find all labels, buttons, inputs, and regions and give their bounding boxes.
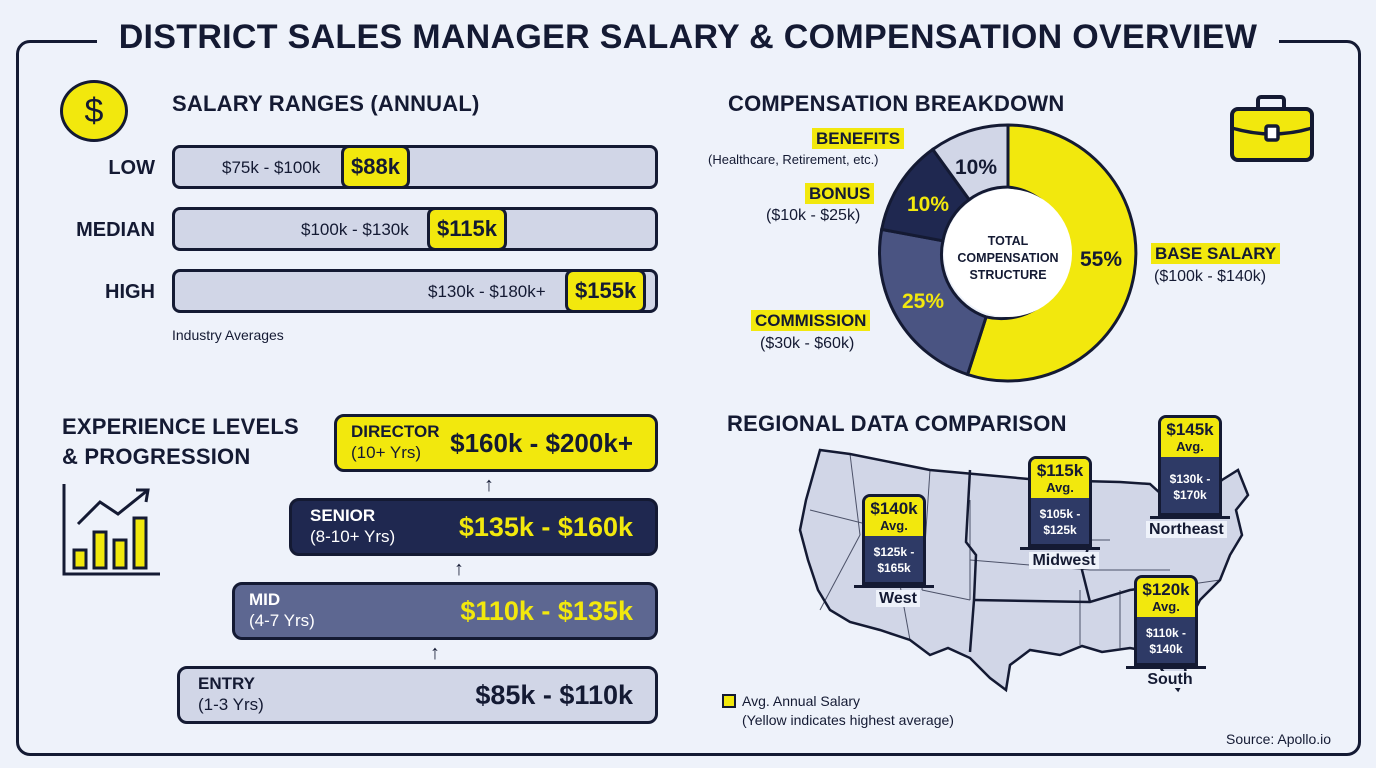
range-avg-low: $88k <box>341 145 410 189</box>
arrow-up-icon: ↑ <box>454 558 464 580</box>
northeast-avg: $145k <box>1166 420 1214 439</box>
bonus-label: BONUS <box>805 183 875 204</box>
south-name: South <box>1144 671 1196 688</box>
donut-center-label: TOTAL COMPENSATION STRUCTURE <box>946 233 1070 284</box>
title-wrap: DISTRICT SALES MANAGER SALARY & COMPENSA… <box>0 18 1376 57</box>
level-director-range: $160k - $200k+ <box>450 427 633 458</box>
center-line-3: STRUCTURE <box>969 268 1047 282</box>
region-west: $140k Avg. $125k - $165k West <box>854 494 934 608</box>
northeast-name: Northeast <box>1146 521 1227 538</box>
segment-commission <box>878 227 988 377</box>
level-entry-name: ENTRY <box>198 674 255 693</box>
base-salary-name: BASE SALARY <box>1151 243 1281 264</box>
level-senior-range: $135k - $160k <box>458 511 633 542</box>
legend-swatch <box>722 694 736 708</box>
level-director: DIRECTOR (10+ Yrs) $160k - $200k+ <box>334 414 658 472</box>
center-line-2: COMPENSATION <box>957 251 1059 265</box>
base-salary-detail: ($100k - $140k) <box>1154 268 1267 285</box>
pct-benefits: 10% <box>955 156 998 179</box>
region-south: $120k Avg. $110k - $140k South <box>1126 575 1206 689</box>
midwest-range-2: $125k <box>1043 523 1077 537</box>
range-avg-median: $115k <box>427 207 507 251</box>
experience-heading-line1: EXPERIENCE LEVELS <box>62 414 299 439</box>
compensation-heading: COMPENSATION BREAKDOWN <box>728 91 1065 116</box>
midwest-avg: $115k <box>1036 461 1084 480</box>
experience-heading-line2: & PROGRESSION <box>62 444 251 469</box>
south-range-1: $110k - <box>1145 626 1187 640</box>
industry-note: Industry Averages <box>172 327 284 343</box>
legend-text: Avg. Annual Salary (Yellow indicates hig… <box>742 692 954 730</box>
south-avg-label: Avg. <box>1152 599 1180 614</box>
midwest-range-1: $105k - <box>1039 507 1081 521</box>
growth-chart-icon <box>60 480 164 585</box>
level-director-years: (10+ Yrs) <box>351 443 422 462</box>
range-bar-low <box>172 145 658 189</box>
legend-line-1: Avg. Annual Salary <box>742 693 861 709</box>
level-senior-years: (8-10+ Yrs) <box>310 527 396 546</box>
level-entry-range: $85k - $110k <box>475 679 633 710</box>
west-name: West <box>876 590 920 607</box>
arrow-up-icon: ↑ <box>430 642 440 664</box>
west-avg: $140k <box>870 499 918 518</box>
regional-heading: REGIONAL DATA COMPARISON <box>727 411 1067 436</box>
bonus-name: BONUS <box>805 183 875 204</box>
northeast-avg-label: Avg. <box>1176 439 1204 454</box>
legend-line-2: (Yellow indicates highest average) <box>742 712 954 728</box>
range-label-median: MEDIAN <box>76 219 155 241</box>
benefits-name: BENEFITS <box>812 128 905 149</box>
range-text-low: $75k - $100k <box>222 158 321 177</box>
segment-benefits <box>930 123 1010 202</box>
level-mid-name: MID <box>249 590 281 609</box>
commission-label: COMMISSION <box>751 310 871 331</box>
level-director-name: DIRECTOR <box>351 422 440 441</box>
west-avg-label: Avg. <box>880 518 908 533</box>
salary-ranges-heading: SALARY RANGES (ANNUAL) <box>172 91 480 116</box>
donut-chart <box>876 121 1140 390</box>
northeast-range-2: $170k <box>1173 488 1207 502</box>
midwest-avg-label: Avg. <box>1046 480 1074 495</box>
range-text-high: $130k - $180k+ <box>428 282 546 301</box>
source-text: Source: Apollo.io <box>1226 731 1332 747</box>
south-avg: $120k <box>1142 580 1190 599</box>
range-bar-median <box>172 207 658 251</box>
pct-bonus: 10% <box>907 193 950 216</box>
level-mid: MID (4-7 Yrs) $110k - $135k <box>232 582 658 640</box>
level-senior-name: SENIOR <box>310 506 376 525</box>
level-mid-years: (4-7 Yrs) <box>249 611 315 630</box>
experience-heading: EXPERIENCE LEVELS & PROGRESSION <box>62 412 299 472</box>
west-range-1: $125k - <box>873 545 915 559</box>
northeast-range-1: $130k - <box>1169 472 1211 486</box>
briefcase-icon <box>1228 94 1318 169</box>
dollar-icon: $ <box>60 80 128 142</box>
region-midwest: $115k Avg. $105k - $125k Midwest <box>1020 456 1100 570</box>
range-text-median: $100k - $130k <box>301 220 409 239</box>
center-line-1: TOTAL <box>987 234 1029 248</box>
commission-detail: ($30k - $60k) <box>760 335 855 352</box>
level-mid-range: $110k - $135k <box>460 595 633 626</box>
bonus-detail: ($10k - $25k) <box>766 207 861 224</box>
benefits-label: BENEFITS <box>812 128 905 149</box>
arrow-up-icon: ↑ <box>484 474 494 496</box>
pct-commission: 25% <box>902 290 945 313</box>
midwest-name: Midwest <box>1029 552 1099 569</box>
range-label-high: HIGH <box>105 281 155 303</box>
benefits-detail: (Healthcare, Retirement, etc.) <box>708 152 879 167</box>
west-range-2: $165k <box>877 561 911 575</box>
base-salary-label: BASE SALARY <box>1151 243 1281 264</box>
south-range-2: $140k <box>1149 642 1183 656</box>
level-senior: SENIOR (8-10+ Yrs) $135k - $160k <box>289 498 658 556</box>
range-avg-high: $155k <box>565 269 647 313</box>
commission-name: COMMISSION <box>751 310 871 331</box>
range-label-low: LOW <box>108 157 155 179</box>
level-entry-years: (1-3 Yrs) <box>198 695 264 714</box>
region-northeast: $145k Avg. $130k - $170k Northeast <box>1146 415 1230 539</box>
pct-base-salary: 55% <box>1080 248 1123 271</box>
level-entry: ENTRY (1-3 Yrs) $85k - $110k <box>177 666 658 724</box>
page-title: DISTRICT SALES MANAGER SALARY & COMPENSA… <box>96 18 1280 57</box>
